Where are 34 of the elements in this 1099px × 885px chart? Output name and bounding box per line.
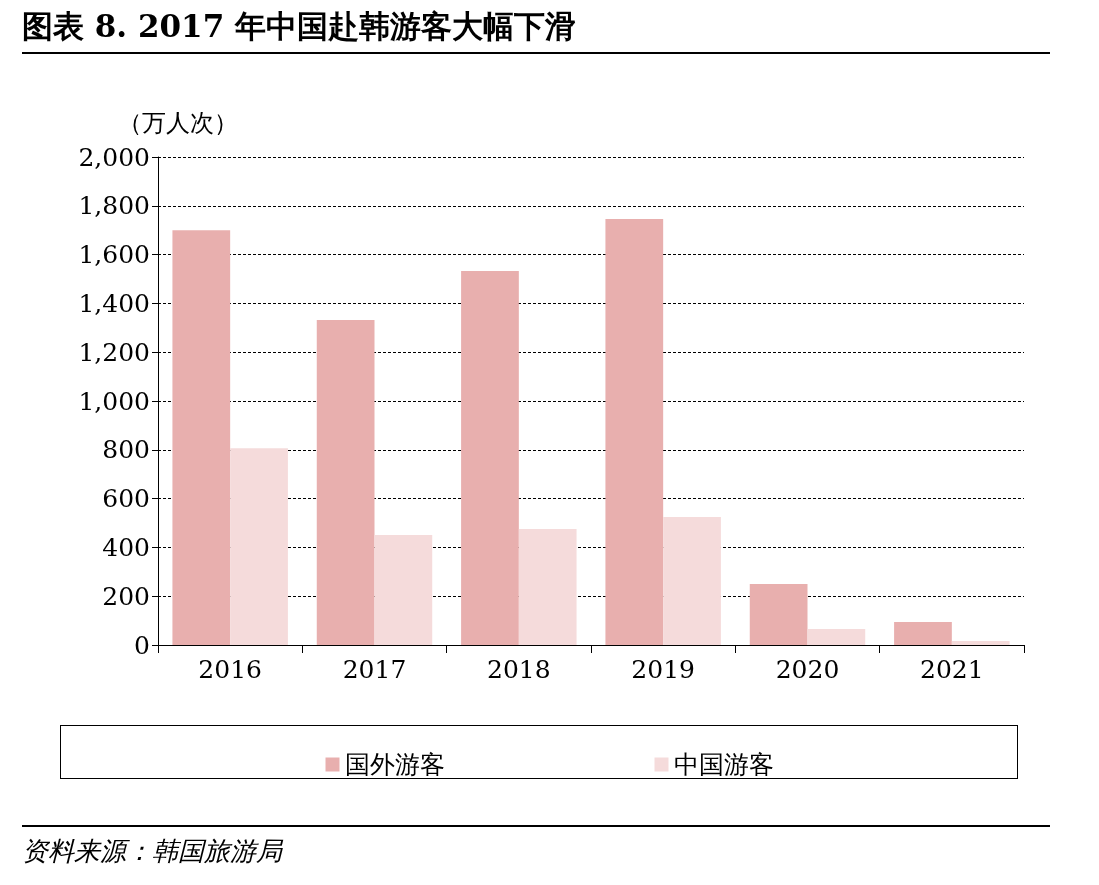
- y-tick-label: 1,600: [78, 240, 150, 270]
- legend-label: 中国游客: [673, 750, 774, 779]
- bar: [172, 230, 231, 645]
- y-tick-label: 400: [102, 532, 150, 562]
- y-tick-label: 2,000: [78, 142, 150, 172]
- legend-label: 国外游客: [344, 750, 445, 779]
- bar: [461, 270, 519, 645]
- bar: [374, 534, 433, 645]
- y-tick-label: 0: [134, 630, 150, 660]
- x-tick-label: 2021: [920, 655, 984, 684]
- x-tick-label: 2018: [487, 655, 551, 684]
- y-tick-label: 1,400: [78, 288, 150, 318]
- x-tick-label: 2019: [631, 655, 695, 684]
- x-tick-label: 2016: [198, 655, 262, 684]
- y-tick-label: 800: [102, 435, 150, 465]
- y-tick-label: 200: [102, 581, 150, 611]
- y-tick-label: 600: [102, 484, 150, 514]
- x-tick-label: 2017: [342, 655, 407, 684]
- y-tick-label: 1,000: [78, 386, 150, 416]
- y-tick-label: 1,200: [78, 337, 150, 367]
- bar: [807, 628, 866, 645]
- y-tick-label: 1,800: [78, 191, 150, 221]
- bar: [894, 622, 952, 645]
- bar: [663, 516, 721, 645]
- chart-title: 图表 8. 2017 年中国赴韩游客大幅下滑: [22, 7, 577, 46]
- bar: [951, 641, 1010, 645]
- bar: [316, 319, 375, 645]
- bar: [605, 218, 664, 645]
- bar: [230, 448, 288, 645]
- y-axis-title: （万人次）: [118, 109, 238, 137]
- bar: [518, 529, 577, 645]
- x-tick-label: 2020: [775, 655, 840, 684]
- text: 资料来源：韩国旅游局: [22, 835, 282, 868]
- bar: [749, 584, 808, 645]
